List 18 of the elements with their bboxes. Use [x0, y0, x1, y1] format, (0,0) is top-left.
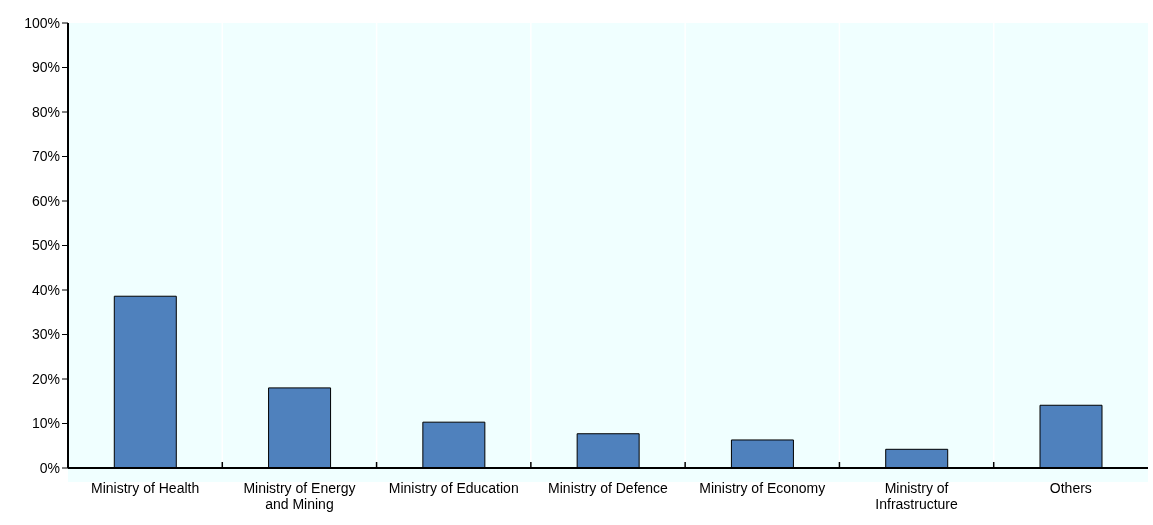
y-tick-label: 40%: [31, 281, 60, 298]
y-tick-label: 100%: [24, 14, 60, 31]
y-tick-label: 50%: [31, 237, 60, 254]
y-tick-label: 30%: [31, 326, 60, 343]
x-tick-label: Others: [1049, 479, 1092, 496]
y-tick-label: 90%: [31, 59, 60, 76]
y-tick-label: 80%: [31, 103, 60, 120]
x-tick-label: Ministry of Economy: [699, 479, 826, 496]
x-tick-label: Ministry of Infrastructure: [875, 479, 959, 512]
x-tick-label: Ministry of Education: [388, 479, 519, 496]
x-tick-label: Ministry of Energy and Mining: [243, 479, 356, 512]
y-tick-label: 20%: [31, 370, 60, 387]
x-tick-label: Ministry of Defence: [548, 479, 669, 496]
y-tick-label: 60%: [31, 192, 60, 209]
y-tick-label: 0%: [39, 459, 60, 476]
x-tick-label: Ministry of Health: [91, 479, 200, 496]
y-tick-label: 10%: [31, 415, 60, 432]
y-tick-label: 70%: [31, 148, 60, 165]
